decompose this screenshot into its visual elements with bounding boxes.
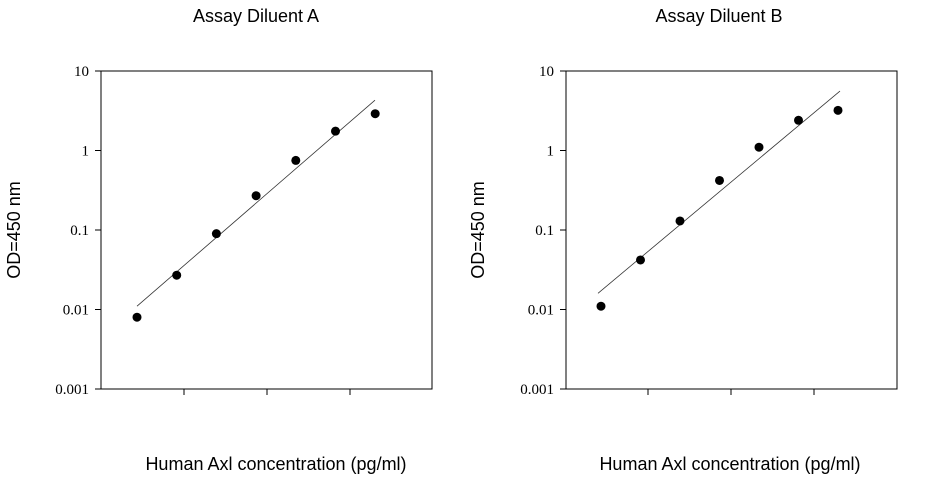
chart-assay-diluent-b: Assay Diluent B OD=450 nm Human Axl conc… <box>468 6 898 474</box>
y-axis-label: OD=450 nm <box>468 181 488 279</box>
y-ticks: 10 1 0.1 0.01 0.001 <box>55 64 101 398</box>
x-axis-label: Human Axl concentration (pg/ml) <box>145 454 406 474</box>
y-tick-label: 10 <box>539 64 554 80</box>
data-point <box>251 191 261 201</box>
y-tick-label: 0.001 <box>55 382 89 398</box>
y-ticks: 10 1 0.1 0.01 0.001 <box>520 64 566 398</box>
y-tick-label: 1 <box>82 144 90 160</box>
series-points <box>132 99 380 322</box>
x-ticks <box>647 389 815 395</box>
chart-title: Assay Diluent B <box>655 6 782 26</box>
y-tick-label: 0.01 <box>528 303 554 319</box>
data-point <box>172 270 182 280</box>
data-point <box>370 109 380 119</box>
y-tick-label: 1 <box>547 144 555 160</box>
y-axis-label: OD=450 nm <box>4 181 24 279</box>
series-points <box>596 90 843 311</box>
data-point <box>636 255 645 265</box>
plot-frame <box>100 70 433 390</box>
fit-line <box>597 90 841 294</box>
data-point <box>331 126 340 136</box>
x-ticks <box>183 389 351 395</box>
x-axis-label: Human Axl concentration (pg/ml) <box>599 454 860 474</box>
data-point <box>291 155 301 165</box>
chart-title: Assay Diluent A <box>193 6 319 26</box>
data-point <box>715 175 724 185</box>
data-point <box>794 115 803 125</box>
y-tick-label: 0.001 <box>520 382 554 398</box>
data-point <box>211 229 221 239</box>
data-point <box>132 312 142 322</box>
data-point <box>596 301 606 311</box>
y-tick-label: 0.1 <box>70 223 89 239</box>
data-point <box>754 142 764 152</box>
y-tick-label: 0.1 <box>535 223 554 239</box>
plot-frame <box>565 70 898 390</box>
data-point <box>675 216 685 226</box>
y-tick-label: 10 <box>74 64 89 80</box>
y-tick-label: 0.01 <box>63 303 89 319</box>
data-point <box>833 105 843 115</box>
chart-assay-diluent-a: Assay Diluent A OD=450 nm Human Axl conc… <box>4 6 433 474</box>
